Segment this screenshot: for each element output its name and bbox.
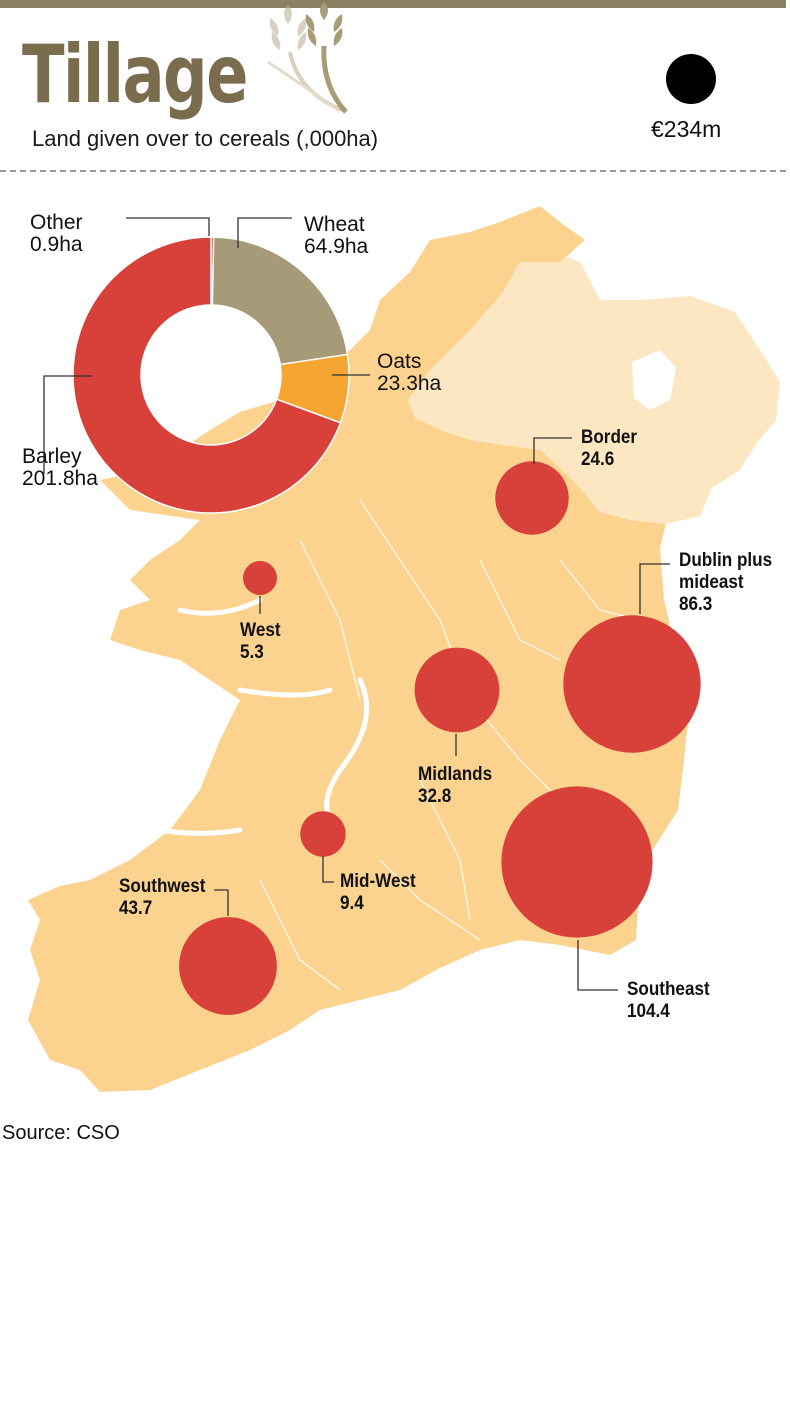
region-label-midlands: Midlands 32.8 <box>418 764 493 807</box>
donut-slice-wheat <box>211 236 349 366</box>
bubble-border <box>495 461 569 535</box>
page-title: Tillage <box>22 28 248 121</box>
source-note: Source: CSO <box>2 1122 120 1144</box>
bubble-west <box>243 561 277 595</box>
region-label-dublin-mideast: Dublin plus mideast 86.3 <box>679 550 773 615</box>
region-label-west: West 5.3 <box>240 620 281 663</box>
bubble-mid-west <box>300 811 346 857</box>
region-label-border: Border 24.6 <box>581 427 638 470</box>
donut-label-wheat: Wheat 64.9ha <box>304 213 369 258</box>
bubble-dublin-plus-mideast <box>563 615 701 753</box>
donut-label-other: Other 0.9ha <box>30 211 83 256</box>
top-rule <box>0 0 786 8</box>
bubble-southeast <box>501 786 653 938</box>
region-leader-line <box>639 563 670 614</box>
bubble-southwest <box>179 917 277 1015</box>
ireland-map <box>28 206 780 1092</box>
bubble-midlands <box>414 647 500 733</box>
region-leader-line <box>577 940 618 991</box>
donut-label-barley: Barley 201.8ha <box>22 445 98 490</box>
legend-size-dot <box>666 54 716 104</box>
donut-label-oats: Oats 23.3ha <box>377 350 442 395</box>
region-bubbles <box>179 461 701 1015</box>
donut-leader-line <box>126 217 210 236</box>
divider <box>0 170 786 172</box>
donut-leader-line <box>43 375 92 474</box>
region-leader-line <box>533 437 572 464</box>
lough-neagh <box>632 350 676 410</box>
region-label-southwest: Southwest 43.7 <box>119 876 206 919</box>
leader-lines <box>43 217 670 991</box>
donut-leader-line <box>237 217 292 248</box>
region-label-southeast: Southeast 104.4 <box>627 979 710 1022</box>
legend-value: €234m <box>651 116 722 142</box>
region-label-mid-west: Mid-West 9.4 <box>340 871 416 914</box>
donut-slice-barley <box>72 236 342 514</box>
subtitle: Land given over to cereals (,000ha) <box>32 126 379 151</box>
region-leader-line <box>214 889 229 916</box>
region-leader-line <box>322 856 334 883</box>
donut-chart <box>72 236 350 514</box>
northern-ireland-region <box>408 250 780 524</box>
wheat-icon <box>267 2 348 114</box>
